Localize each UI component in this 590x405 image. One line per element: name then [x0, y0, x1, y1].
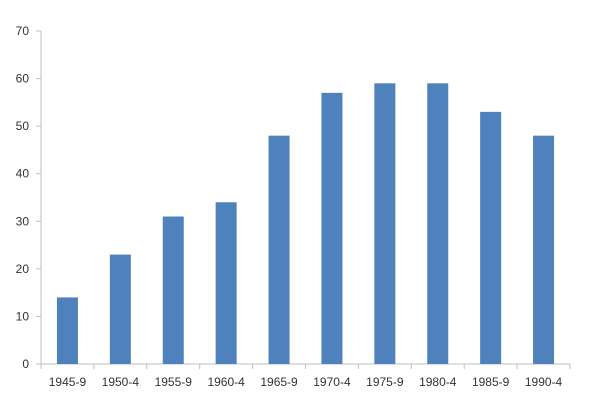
- y-tick-label: 20: [16, 262, 30, 276]
- y-axis: 0 10 20 30 40 50 60 70: [16, 24, 42, 371]
- y-tick-label: 50: [16, 119, 30, 133]
- bars: [56, 83, 555, 364]
- x-tick-label: 1965-9: [260, 375, 298, 389]
- x-tick-label: 1985-9: [472, 375, 510, 389]
- bar-1955-9: [162, 216, 184, 364]
- bar-1990-4: [533, 135, 555, 364]
- bar-1970-4: [321, 92, 343, 364]
- x-tick-label: 1955-9: [155, 375, 193, 389]
- y-tick-label: 30: [16, 214, 30, 228]
- y-tick-label: 10: [16, 309, 30, 323]
- x-axis: 1945-9 1950-4 1955-9 1960-4 1965-9 1970-4 1975…: [40, 363, 571, 389]
- y-tick-label: 0: [22, 357, 29, 371]
- bar-1980-4: [427, 83, 449, 364]
- bar-1975-9: [374, 83, 396, 364]
- y-tick-label: 60: [16, 72, 30, 86]
- x-tick-label: 1990-4: [525, 375, 563, 389]
- bar-1985-9: [480, 111, 502, 364]
- x-tick-label: 1960-4: [207, 375, 245, 389]
- bar-1965-9: [268, 135, 290, 364]
- x-tick-label: 1945-9: [49, 375, 87, 389]
- y-tick-label: 70: [16, 24, 30, 38]
- y-tick-label: 40: [16, 167, 30, 181]
- x-tick-label: 1950-4: [102, 375, 140, 389]
- x-tick-label: 1975-9: [366, 375, 404, 389]
- bar-1950-4: [109, 254, 131, 364]
- bar-1960-4: [215, 202, 237, 364]
- x-tick-label: 1980-4: [419, 375, 457, 389]
- x-tick-label: 1970-4: [313, 375, 351, 389]
- bar-1945-9: [56, 297, 78, 364]
